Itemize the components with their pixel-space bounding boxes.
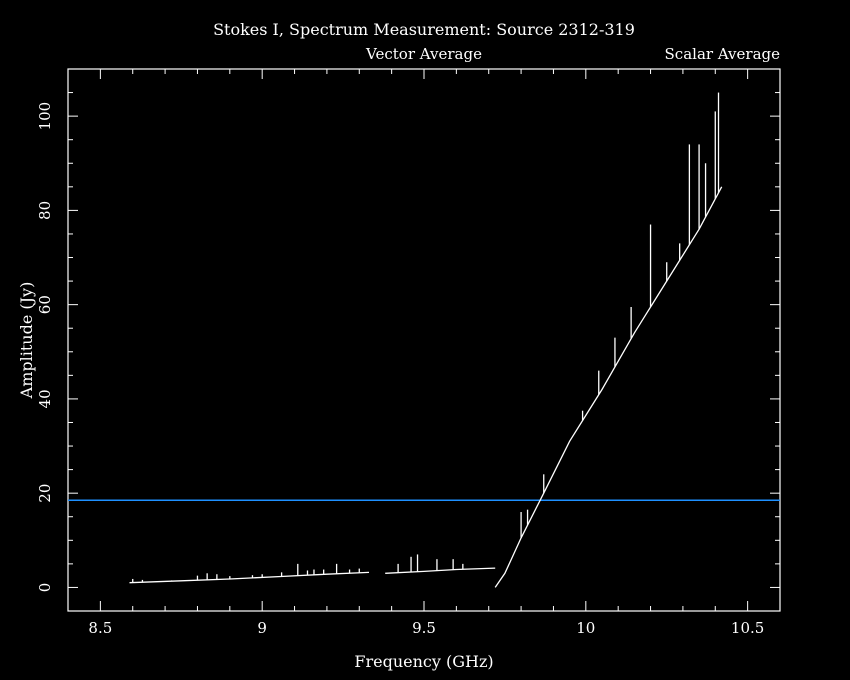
series-layer [129,92,723,588]
legend-vector-average: Vector Average [365,45,482,63]
y-tick-label: 40 [36,389,54,408]
plot-frame [67,68,781,612]
x-tick-label: 9 [257,619,267,637]
x-axis-label: Frequency (GHz) [354,652,493,671]
x-axis-ticks: 8.5 9 9.5 10 10.5 [67,69,781,637]
spectrum-line [129,571,370,584]
y-tick-label: 80 [36,201,54,220]
x-tick-label: 8.5 [88,619,112,637]
x-tick-label: 10.5 [731,619,764,637]
y-tick-label: 100 [36,102,54,131]
y-axis-ticks: 0 20 40 60 80 100 [36,68,780,612]
legend-scalar-average: Scalar Average [665,45,781,63]
x-tick-label: 10 [576,619,595,637]
spectrum-line [385,567,496,574]
y-tick-label: 0 [36,583,54,593]
chart-title: Stokes I, Spectrum Measurement: Source 2… [213,20,635,39]
y-tick-label: 20 [36,484,54,503]
y-axis-label: Amplitude (Jy) [17,282,36,400]
x-tick-label: 9.5 [412,619,436,637]
y-tick-label: 60 [36,295,54,314]
spectrum-line [494,186,723,588]
